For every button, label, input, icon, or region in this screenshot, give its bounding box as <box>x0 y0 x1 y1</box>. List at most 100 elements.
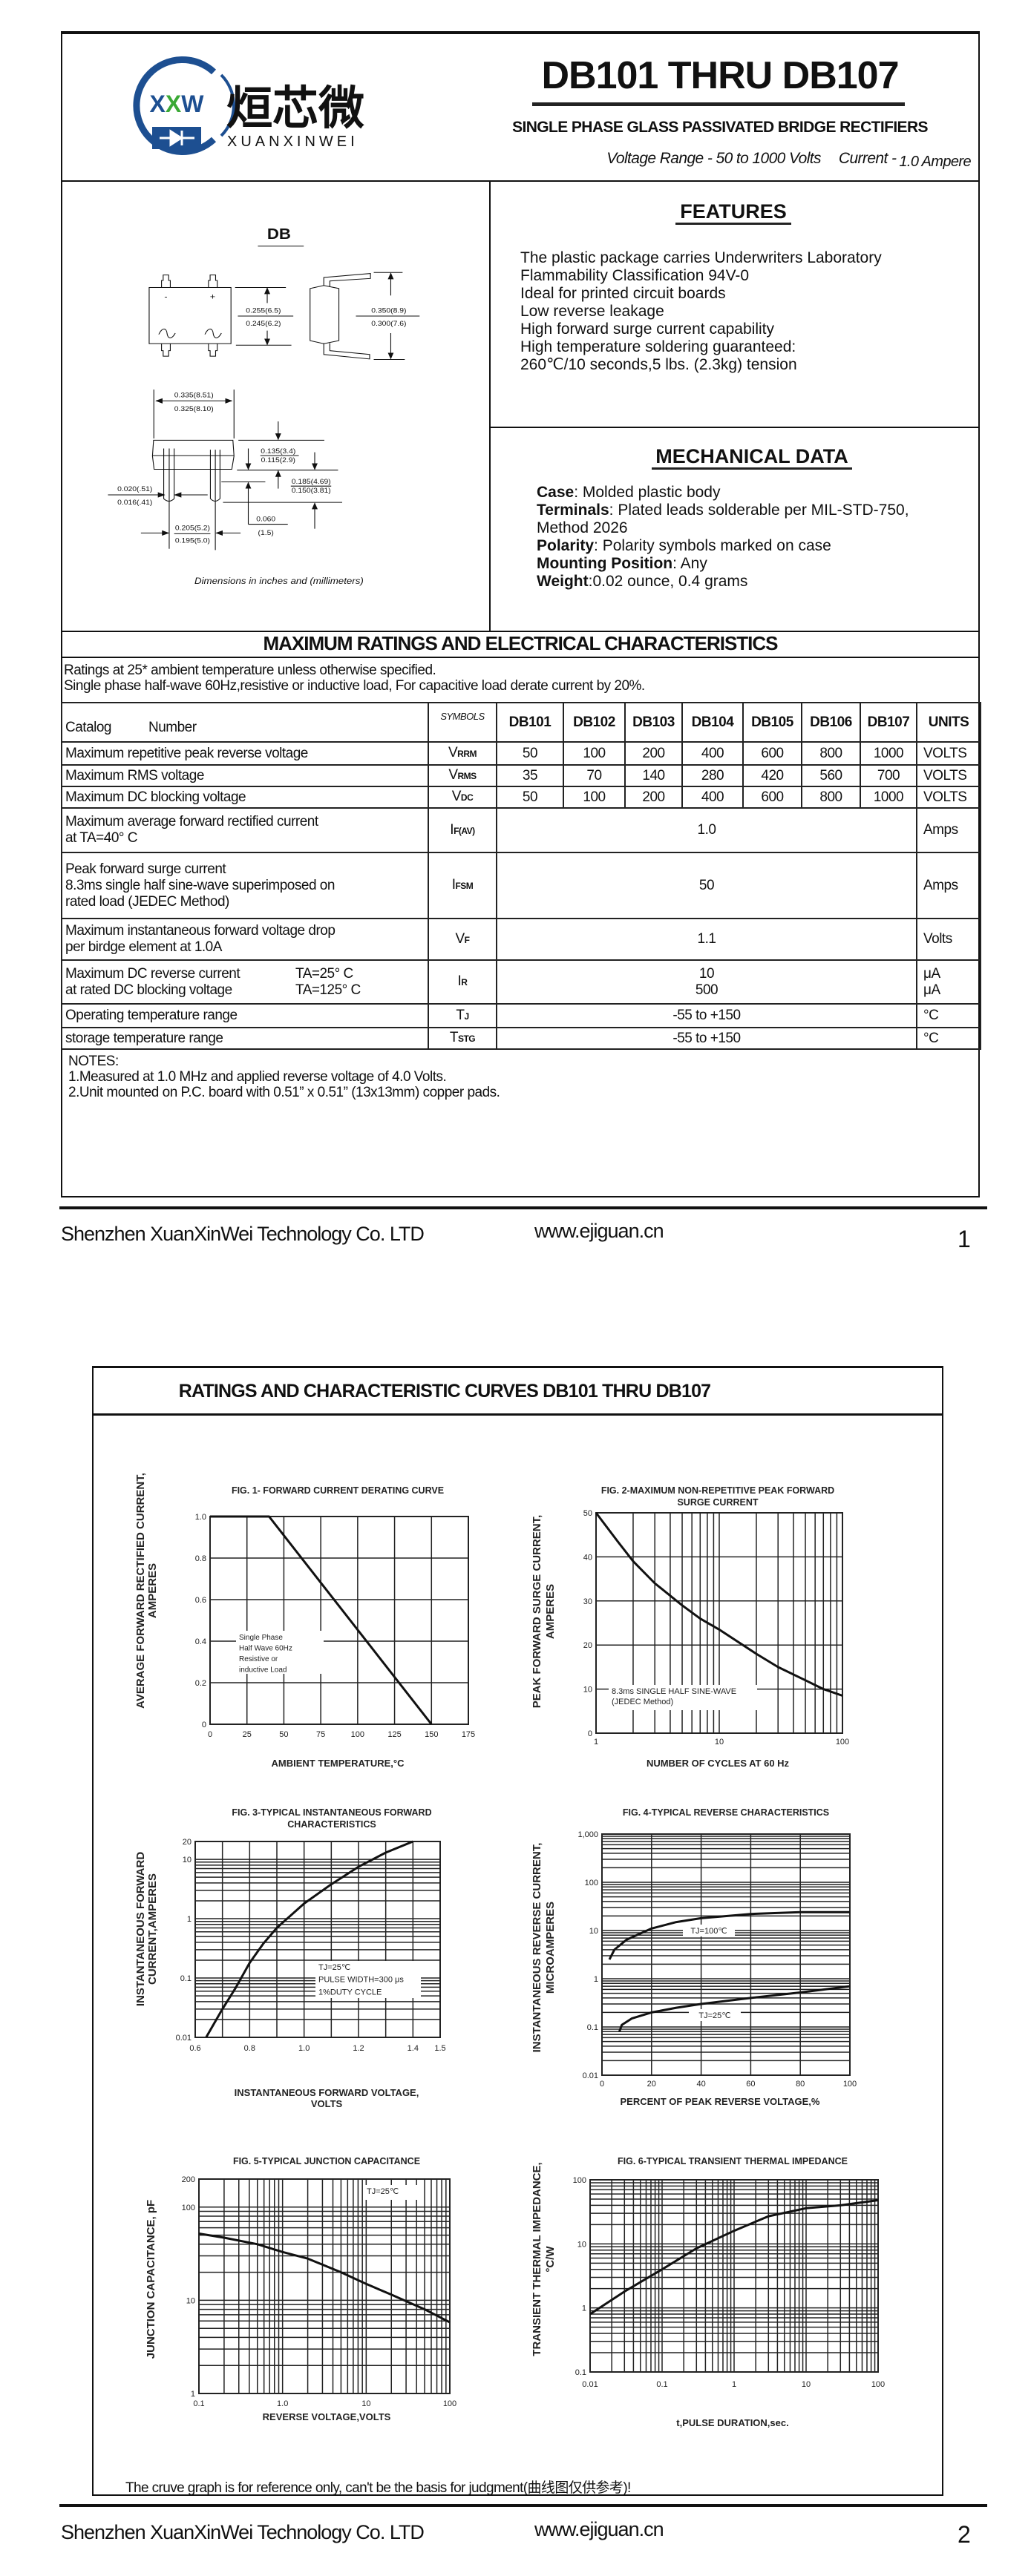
chart-annotation: 1%DUTY CYCLE <box>318 1988 382 1997</box>
note-item: 2.Unit mounted on P.C. board with 0.51” … <box>68 1085 500 1100</box>
dim-label: 0.060 <box>256 516 275 523</box>
x-tick-label: 100 <box>871 2380 885 2389</box>
chart-fig-6: 0.01 0.1 1 10 100 0.1 1 10 100 FIG. 6-TYPICAL TRA… <box>531 2156 885 2428</box>
model-header: DB104 <box>681 702 744 743</box>
value-cell: 1.0 <box>496 807 917 853</box>
chart-title: FIG. 3-TYPICAL INSTANTANEOUS FORWARD <box>232 1807 431 1818</box>
value-cell: 100 <box>563 741 626 766</box>
dim-label: 0.150(3.81) <box>292 487 331 494</box>
dim-label: 0.325(8.10) <box>174 405 214 413</box>
plot-frame <box>198 2178 451 2394</box>
model-header: DB106 <box>801 702 861 743</box>
table-row: Operating temperature range TJ -55 to +150… <box>61 1003 981 1028</box>
plot-frame <box>595 1512 843 1734</box>
package-side-view <box>310 285 340 344</box>
dim-label: 0.300(7.6) <box>371 320 406 327</box>
ratings-title: MAXIMUM RATINGS AND ELECTRICAL CHARACTER… <box>263 632 778 654</box>
x-tick-label: 0.01 <box>582 2380 598 2389</box>
series-line <box>198 2232 451 2324</box>
annotation-background <box>315 1961 421 1998</box>
value-cell: 1000 <box>860 741 917 766</box>
symbols-header: SYMBOLS <box>428 702 497 743</box>
dim-label: 0.335(8.51) <box>174 392 214 399</box>
series-label: TJ=100℃ <box>690 1927 727 1936</box>
mech-item: Polarity: Polarity symbols marked on cas… <box>537 537 831 554</box>
page-subtitle: SINGLE PHASE GLASS PASSIVATED BRIDGE REC… <box>512 119 928 136</box>
y-tick-label: 50 <box>583 1509 592 1518</box>
package-outline-diagram: DB - + 0.255(6.5) 0.245(6.2) <box>108 226 420 586</box>
value-cell: 280 <box>681 764 744 787</box>
table-row: Maximum average forward rectified curren… <box>61 807 981 853</box>
y-axis-label: AMPERES <box>544 1584 557 1639</box>
model-header: DB101 <box>496 702 564 743</box>
x-tick-label: 60 <box>746 2080 755 2089</box>
divider <box>489 181 491 631</box>
x-axis-label: PERCENT OF PEAK REVERSE VOLTAGE,% <box>621 2096 820 2107</box>
plot-frame <box>194 1841 441 2038</box>
logo-chinese-name: 烜芯微 <box>226 83 364 134</box>
mech-item: Weight:0.02 ounce, 0.4 grams <box>537 573 748 590</box>
y-axis-label: CURRENT,AMPERES <box>146 1873 159 1985</box>
page-number: 2 <box>958 2521 971 2548</box>
catalog-number-header: Catalog Number <box>61 702 429 743</box>
y-tick-label: 0.01 <box>176 2034 192 2043</box>
chart-title: FIG. 6-TYPICAL TRANSIENT THERMAL IMPEDAN… <box>618 2156 848 2166</box>
title-underline <box>532 102 905 106</box>
condition-line: Ratings at 25* ambient temperature unles… <box>64 663 436 678</box>
feature-item: High temperature soldering guaranteed: <box>520 338 796 355</box>
symbol: VRRM <box>428 741 497 766</box>
y-tick-label: 10 <box>583 1686 592 1695</box>
y-tick-label: 40 <box>583 1553 592 1562</box>
divider <box>61 631 980 632</box>
series-label: TJ=25℃ <box>698 2011 730 2020</box>
footer-website[interactable]: www.ejiguan.cn <box>534 2518 664 2540</box>
y-tick-label: 0.4 <box>195 1637 206 1646</box>
chart-annotation: TJ=25℃ <box>367 2187 399 2196</box>
annotation-background <box>364 2185 419 2200</box>
mech-item: Case: Molded plastic body <box>537 484 721 501</box>
value-cell: 800 <box>801 786 861 809</box>
table-header-row: Catalog Number SYMBOLS DB101 DB102 DB103 DB104… <box>61 702 981 743</box>
dim-label: 0.255(6.5) <box>246 307 281 315</box>
mech-item: Method 2026 <box>537 519 628 536</box>
value-cell: 140 <box>624 764 683 787</box>
y-tick-label: 100 <box>182 2204 195 2212</box>
model-header: DB105 <box>742 702 802 743</box>
series-line <box>608 1910 850 1960</box>
value-cell: 700 <box>860 764 917 787</box>
plus-terminal-label: + <box>210 292 215 301</box>
x-tick-label: 0 <box>600 2080 604 2089</box>
unit-cell: VOLTS <box>916 786 981 809</box>
chart-annotation: PULSE WIDTH=300 μs <box>318 1976 404 1985</box>
package-bottom-view <box>151 439 235 470</box>
y-tick-label: 1.0 <box>195 1513 206 1522</box>
chart-title: SURGE CURRENT <box>677 1497 758 1508</box>
annotation-background <box>236 1631 324 1674</box>
value-cell: 1000 <box>860 786 917 809</box>
unit-cell: μA μA <box>916 959 981 1005</box>
footer-website[interactable]: www.ejiguan.cn <box>534 1220 664 1242</box>
feature-item: 260℃/10 seconds,5 lbs. (2.3kg) tension <box>520 356 797 373</box>
voltage-current-range: Voltage Range - 50 to 1000 Volts Current … <box>475 150 971 170</box>
chart-annotation: 8.3ms SINGLE HALF SINE-WAVE <box>612 1687 736 1696</box>
y-tick-label: 30 <box>583 1597 592 1606</box>
package-name: DB <box>267 226 291 243</box>
package-front-view <box>148 286 232 344</box>
notes: NOTES: 1.Measured at 1.0 MHz and applied… <box>68 1054 500 1100</box>
y-tick-label: 200 <box>182 2175 195 2184</box>
annotation-background <box>609 1685 757 1710</box>
y-axis-label: INSTANTANEOUS FORWARD <box>134 1852 147 2006</box>
value-cell: 200 <box>624 741 683 766</box>
chart-annotation: (JEDEC Method) <box>612 1698 673 1706</box>
value-cell: 400 <box>681 786 744 809</box>
x-axis-label: AMBIENT TEMPERATURE,°C <box>271 1758 405 1769</box>
y-tick-label: 0.1 <box>587 2023 598 2032</box>
value-cell: 10 500 <box>496 959 917 1005</box>
x-tick-label: 25 <box>243 1730 252 1739</box>
y-tick-label: 10 <box>183 1856 192 1864</box>
logo-mark: XXW <box>150 91 205 117</box>
dim-label: 0.245(6.2) <box>246 320 281 327</box>
parameter-description: Maximum average forward rectified curren… <box>61 807 429 853</box>
dim-label: 0.020(.51) <box>117 485 152 493</box>
series-line <box>205 1840 413 2038</box>
